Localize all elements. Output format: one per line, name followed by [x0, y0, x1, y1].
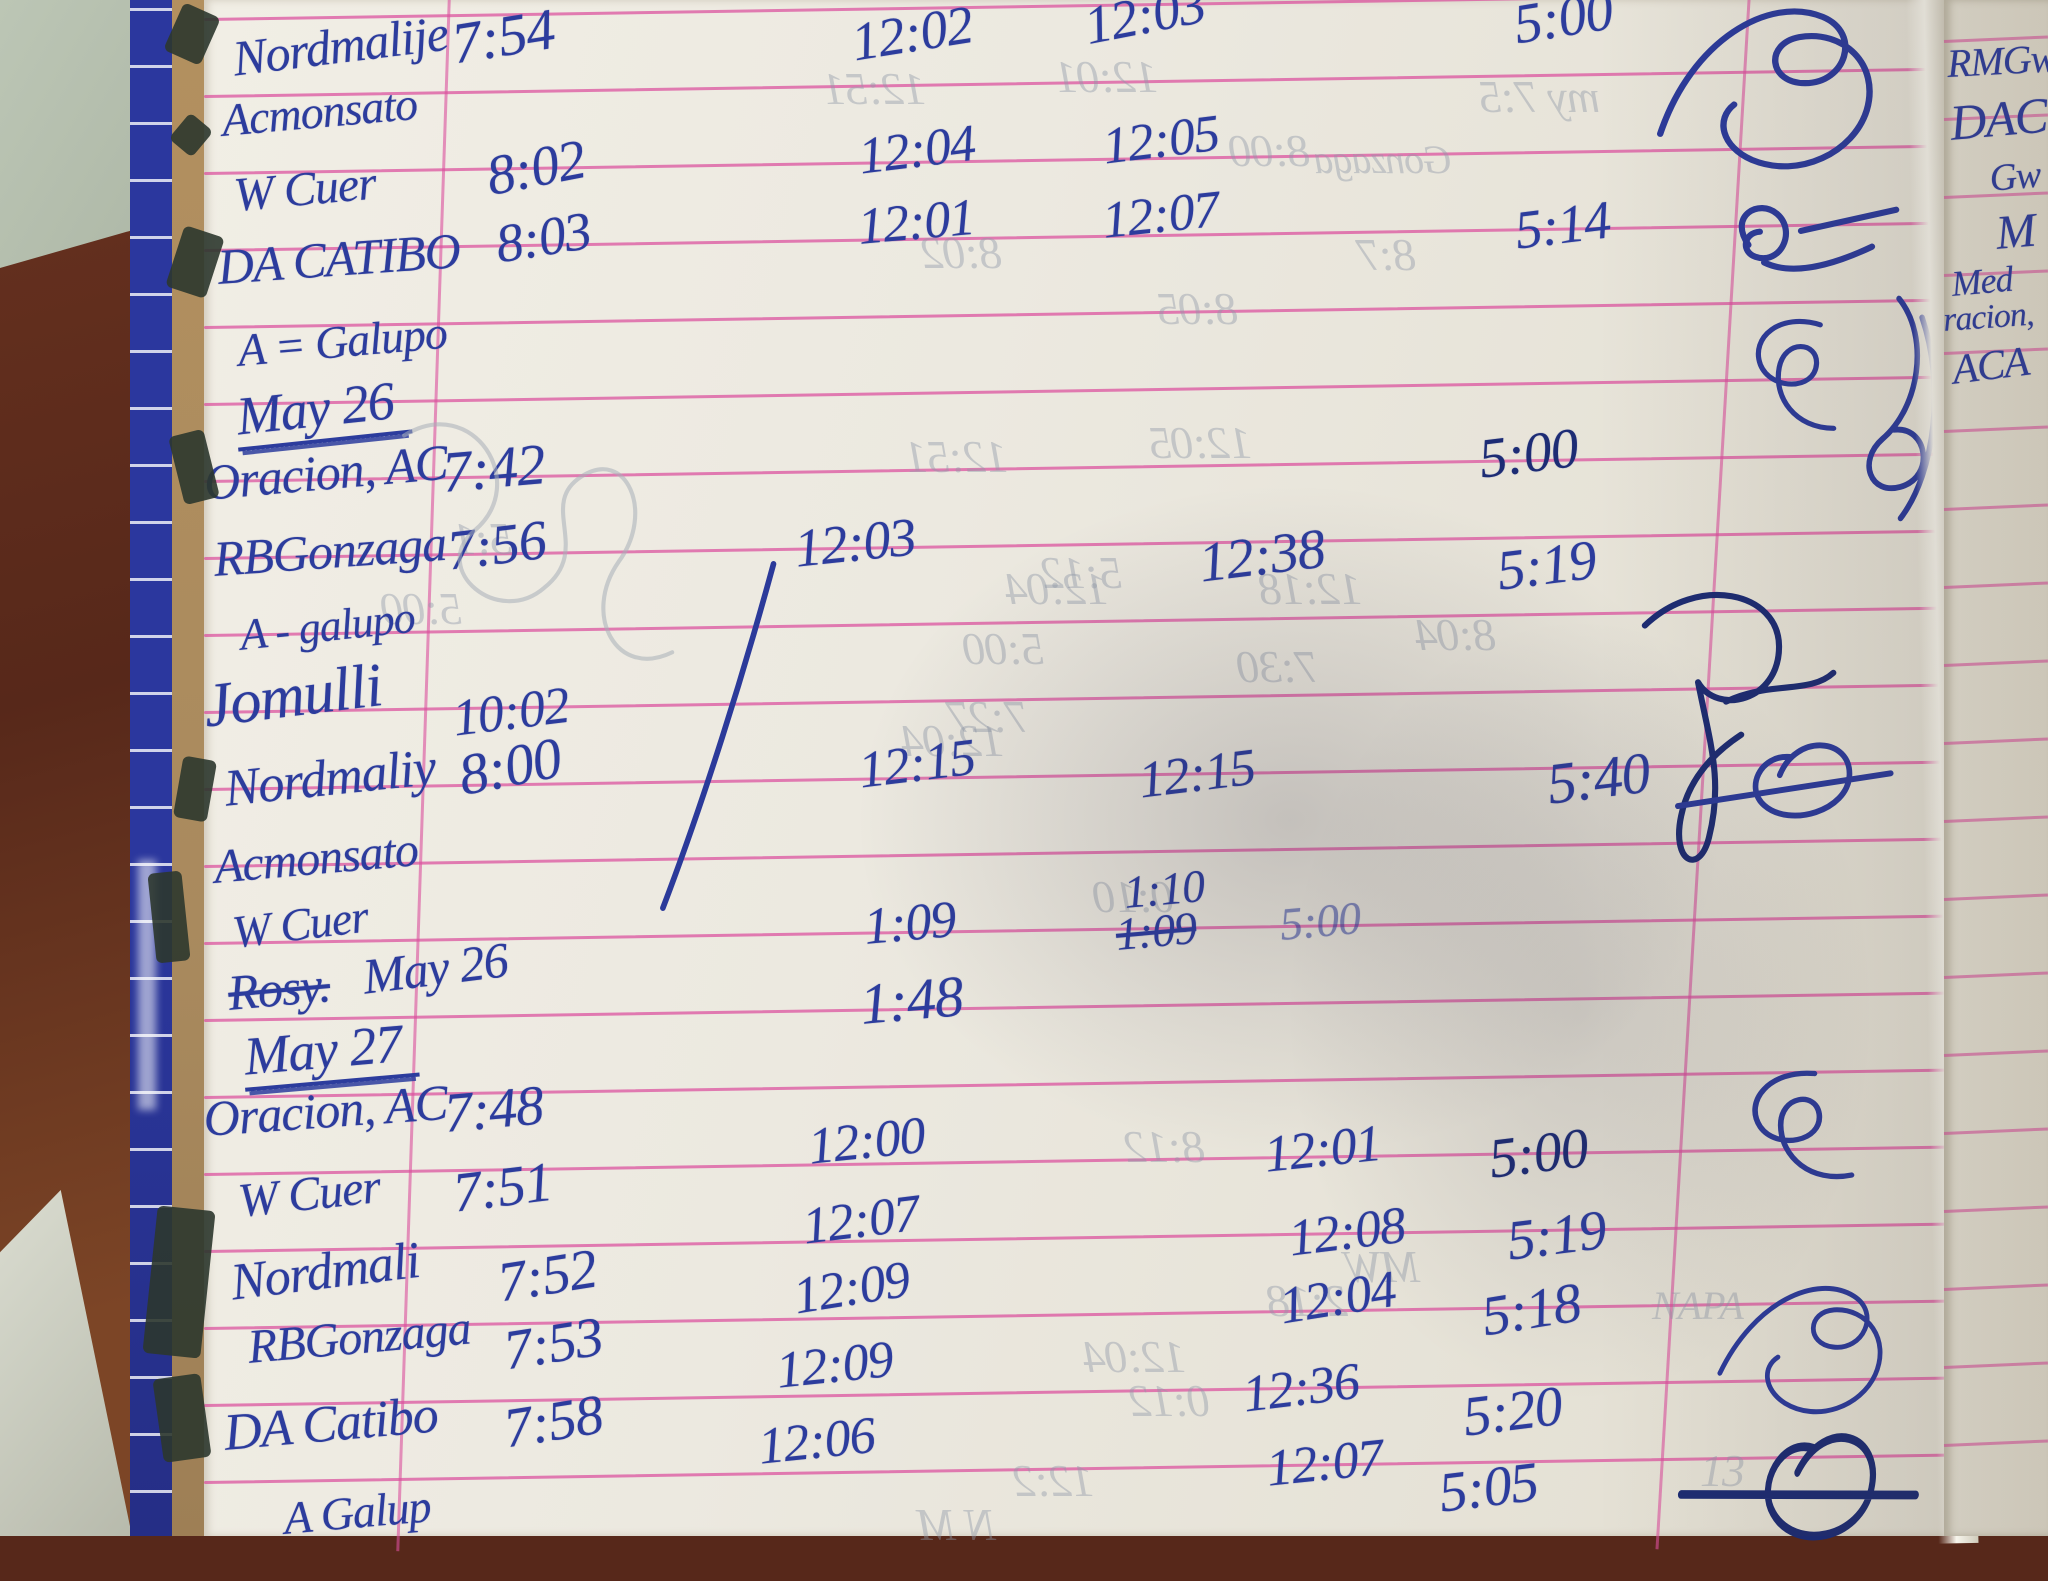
next-page-text: ACA — [1949, 338, 2032, 394]
green-surface-background — [0, 0, 150, 268]
signature-scribble — [1677, 1433, 1919, 1541]
spine-stitch-mark — [130, 293, 172, 296]
spine-stitch-mark — [130, 122, 172, 125]
next-page-text: Med — [1949, 258, 2015, 304]
signature-scribble — [660, 561, 777, 911]
next-page-text: M — [1993, 203, 2038, 260]
signature-scribble — [1717, 1285, 1883, 1415]
pencil-scribble — [402, 422, 675, 661]
spine-stitch-mark — [130, 65, 172, 68]
signature-scribble — [1738, 205, 1900, 272]
spine-stitch-mark — [130, 350, 172, 353]
ghost-impressions-layer: 12:51 12:01 my 7:5 Gonzaga 8:00 8:02 8:05 8:7 12… — [382, 51, 1745, 1550]
spine-stitch-mark — [130, 578, 172, 581]
spine-stitch-mark — [130, 464, 172, 467]
spine-stitch-mark — [130, 8, 172, 11]
spine-stitch-mark — [130, 1433, 172, 1436]
next-page-text: DAC — [1947, 86, 2048, 151]
spine-stitch-mark — [130, 1148, 172, 1151]
signature-scribble — [1752, 1070, 1855, 1180]
spine-stitch-mark — [130, 521, 172, 524]
spine-stitch-mark — [130, 1205, 172, 1208]
spine-stitch-mark — [130, 407, 172, 410]
signature-scribble — [1641, 591, 1837, 863]
spine-stitch-mark — [130, 635, 172, 638]
signature-scribble — [1657, 8, 1873, 170]
spine-stitch-mark — [130, 179, 172, 182]
next-page-text: RMGw — [1945, 35, 2048, 86]
next-page-text-layer: RMGw DAC Gw M Med racion, ACA — [1941, 35, 2048, 394]
ghost-impression: NAPA — [1652, 1283, 1744, 1328]
spine-stitch-mark — [130, 1490, 172, 1493]
next-page-sliver — [1943, 0, 2048, 1536]
signature-scribble — [1675, 742, 1894, 819]
spine-stitch-mark — [130, 236, 172, 239]
spine-stitch-mark — [130, 1376, 172, 1379]
spine-stitch-mark — [130, 749, 172, 752]
spine-stitch-mark — [130, 692, 172, 695]
next-page-text: Gw — [1987, 153, 2043, 200]
ghost-impression: 13 — [1700, 1445, 1745, 1496]
signature-scribble — [1755, 318, 1837, 431]
next-page-text: racion, — [1941, 295, 2035, 339]
spine-stitch-mark — [130, 806, 172, 809]
